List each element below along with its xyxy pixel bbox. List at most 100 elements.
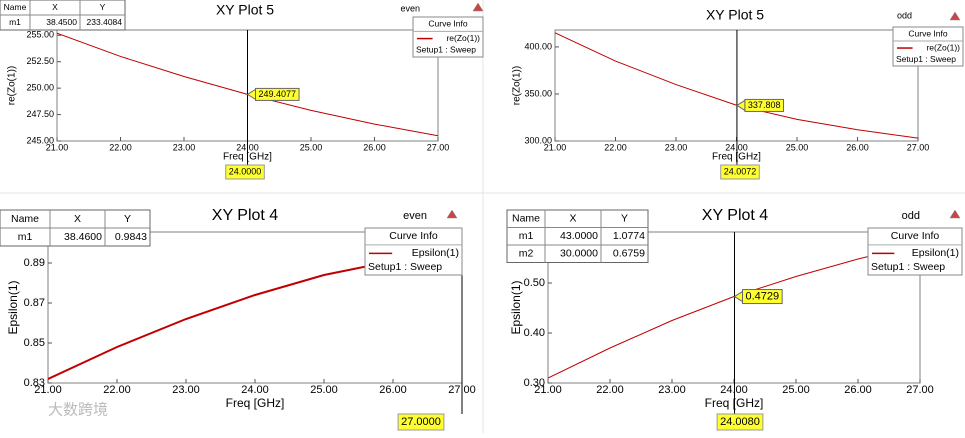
table-header: X <box>74 213 81 225</box>
cursor-x-label: 24.0080 <box>720 416 760 428</box>
y-tick-label: 247.50 <box>26 109 54 119</box>
watermark: 大数跨境 <box>48 401 108 419</box>
cursor-x-label: 24.0000 <box>229 166 262 176</box>
y-tick-label: 0.40 <box>524 327 545 339</box>
table-header: Name <box>512 213 540 225</box>
x-tick-label: 27.00 <box>907 142 930 152</box>
cursor-y-box <box>741 289 783 305</box>
legend-setup: Setup1 : Sweep <box>368 261 442 273</box>
y-tick-label: 400.00 <box>524 41 552 51</box>
menu-icon[interactable] <box>446 209 458 219</box>
y-tick-label: 255.00 <box>26 30 54 40</box>
table-cell: 30.0000 <box>560 248 598 260</box>
y-tick-label: 0.83 <box>24 377 45 389</box>
y-axis-label: re(Zo(1)) <box>512 66 523 105</box>
legend-label: Epsilon(1) <box>912 247 959 259</box>
x-tick-label: 25.00 <box>310 384 338 396</box>
y-axis-label: Epsilon(1) <box>6 280 20 334</box>
y-tick-label: 300.00 <box>524 135 552 145</box>
y-tick-label: 0.30 <box>524 377 545 389</box>
cursor-y-label: 337.808 <box>748 100 781 110</box>
cursor-x-box <box>397 413 445 431</box>
table-cell: 1.0774 <box>613 230 645 242</box>
menu-icon[interactable] <box>949 209 961 219</box>
plot-tag: even <box>403 210 427 222</box>
chart-title: XY Plot 4 <box>702 207 769 224</box>
y-tick-label: 252.50 <box>26 56 54 66</box>
legend-setup: Setup1 : Sweep <box>871 261 945 273</box>
x-axis-label: Freq [GHz] <box>226 396 285 410</box>
menu-icon[interactable] <box>472 2 484 12</box>
x-tick-label: 24.00 <box>241 384 269 396</box>
x-tick-label: 22.00 <box>109 142 132 152</box>
cursor-x-box <box>716 413 764 431</box>
x-tick-label: 25.00 <box>786 142 809 152</box>
x-tick-label: 22.00 <box>604 142 627 152</box>
x-tick-label: 25.00 <box>782 384 810 396</box>
table-header: X <box>52 2 58 12</box>
x-tick-label: 26.00 <box>844 384 872 396</box>
table-cell: m1 <box>18 231 33 243</box>
legend-title: Curve Info <box>891 230 940 242</box>
y-tick-label: 245.00 <box>26 135 54 145</box>
legend-setup: Setup1 : Sweep <box>896 54 956 64</box>
x-tick-label: 23.00 <box>665 142 688 152</box>
legend-box <box>412 16 484 58</box>
x-tick-label: 21.00 <box>534 384 562 396</box>
x-tick-label: 27.00 <box>906 384 934 396</box>
legend-setup: Setup1 : Sweep <box>416 45 476 55</box>
marker-table <box>506 209 649 263</box>
table-header: X <box>569 213 576 225</box>
table-cell: 0.9843 <box>115 231 147 243</box>
table-header: Y <box>100 2 106 12</box>
table-cell: 233.4084 <box>87 17 123 27</box>
plot-tag: odd <box>897 10 912 20</box>
table-cell: m1 <box>519 230 534 242</box>
y-axis-label: Epsilon(1) <box>509 280 523 334</box>
menu-icon[interactable] <box>949 11 961 21</box>
legend-box <box>892 26 964 67</box>
x-tick-label: 23.00 <box>172 384 200 396</box>
y-tick-label: 250.00 <box>26 83 54 93</box>
table-header: Y <box>124 213 131 225</box>
cursor-x-box <box>720 164 760 180</box>
cursor-x-label: 24.0072 <box>724 166 757 176</box>
legend-label: Epsilon(1) <box>412 247 459 259</box>
legend-title: Curve Info <box>428 18 467 28</box>
x-tick-label: 26.00 <box>846 142 869 152</box>
chart-title: XY Plot 5 <box>706 7 764 23</box>
table-header: Name <box>11 213 39 225</box>
cursor-y-box <box>255 87 300 101</box>
cursor-x-label: 27.0000 <box>401 416 441 428</box>
table-cell: 38.4600 <box>64 231 102 243</box>
x-tick-label: 25.00 <box>300 142 323 152</box>
x-tick-label: 26.00 <box>363 142 386 152</box>
chart-title: XY Plot 5 <box>216 2 274 18</box>
x-tick-label: 23.00 <box>658 384 686 396</box>
y-tick-label: 0.50 <box>524 277 545 289</box>
table-header: Name <box>4 2 27 12</box>
table-header: Y <box>621 213 628 225</box>
table-cell: 43.0000 <box>560 230 598 242</box>
cursor-y-label: 249.4077 <box>259 89 297 99</box>
x-tick-label: 27.00 <box>427 142 450 152</box>
legend-title: Curve Info <box>389 230 438 242</box>
chart-title: XY Plot 4 <box>212 207 279 224</box>
x-tick-label: 22.00 <box>596 384 624 396</box>
y-axis-label: re(Zo(1)) <box>7 66 18 105</box>
y-tick-label: 350.00 <box>524 88 552 98</box>
cursor-y-box <box>744 98 784 112</box>
table-cell: 0.6759 <box>613 248 645 260</box>
legend-box <box>867 227 963 276</box>
x-tick-label: 21.00 <box>544 142 567 152</box>
legend-box <box>364 227 463 276</box>
plot-tag: even <box>400 3 420 13</box>
x-tick-label: 23.00 <box>173 142 196 152</box>
cursor-x-box <box>225 164 265 180</box>
x-tick-label: 21.00 <box>34 384 62 396</box>
table-cell: m1 <box>9 17 21 27</box>
x-tick-label: 21.00 <box>46 142 69 152</box>
y-tick-label: 0.87 <box>24 297 45 309</box>
cursor-y-label: 0.4729 <box>745 290 779 302</box>
